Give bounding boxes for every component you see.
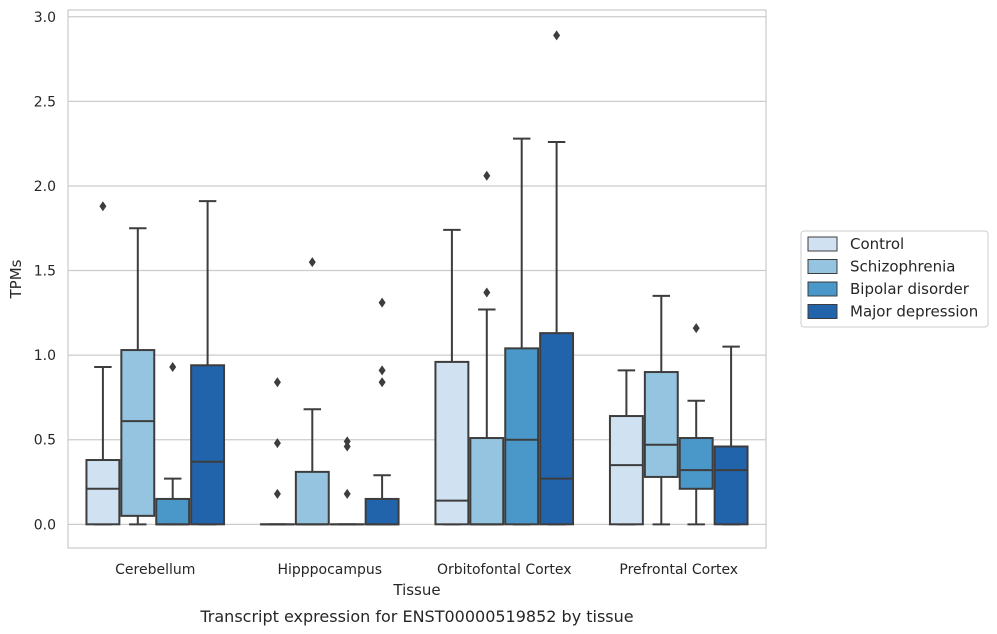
- y-tick-label: 2.0: [34, 179, 56, 195]
- outlier-point: [343, 488, 351, 499]
- box-body: [85, 459, 121, 526]
- outlier-point: [343, 436, 351, 447]
- outlier-point: [378, 297, 386, 308]
- box-body: [155, 497, 191, 526]
- x-tick-label: Prefrontal Cortex: [619, 562, 738, 578]
- box-body: [643, 371, 679, 478]
- legend-frame: [800, 230, 989, 328]
- y-tick-label: 1.5: [34, 264, 56, 280]
- box-body: [713, 445, 749, 526]
- box-0-0: [85, 201, 121, 526]
- box-body: [294, 470, 330, 526]
- legend-swatch: [807, 304, 838, 319]
- legend-label: Major depression: [850, 303, 978, 321]
- box-0-1: [120, 227, 156, 526]
- x-axis-label: Tissue: [392, 581, 440, 599]
- legend-swatch: [807, 236, 838, 252]
- y-tick-label: 3.0: [34, 10, 56, 26]
- outlier-point: [378, 377, 386, 388]
- y-axis-label: TPMs: [7, 259, 25, 299]
- grid-lines: [68, 16, 766, 525]
- box-3-3: [713, 345, 749, 526]
- legend-swatch: [807, 281, 838, 297]
- y-tick-label: 0.5: [34, 433, 56, 449]
- y-tick-label: 1.0: [34, 348, 56, 364]
- legend-label: Schizophrenia: [850, 258, 955, 276]
- legend: Control Schizophrenia Bipolar disorder Majo…: [800, 230, 989, 328]
- box-body: [120, 349, 156, 517]
- box-body: [469, 437, 505, 526]
- legend-label: Bipolar disorder: [850, 280, 970, 298]
- y-tick-label: 0.0: [34, 517, 56, 533]
- chart-caption: Transcript expression for ENST0000051985…: [199, 607, 633, 626]
- y-tick-label: 2.5: [34, 94, 56, 110]
- outlier-point: [273, 377, 281, 388]
- box-0-3: [190, 200, 226, 526]
- box-body: [539, 332, 575, 526]
- x-tick-label: Hipppocampus: [277, 562, 382, 578]
- box-2-1: [469, 170, 505, 526]
- plot-area: [85, 30, 749, 526]
- outlier-point: [343, 441, 351, 452]
- box-body: [678, 437, 714, 490]
- x-tick-label: Cerebellum: [115, 562, 195, 578]
- outlier-point: [308, 257, 316, 268]
- box-2-0: [434, 228, 470, 526]
- outlier-point: [378, 365, 386, 376]
- box-2-2: [504, 137, 540, 526]
- box-3-2: [678, 323, 714, 526]
- box-1-1: [294, 257, 330, 526]
- box-2-3: [539, 30, 575, 526]
- box-1-0: [259, 377, 295, 526]
- box-1-2: [329, 436, 365, 526]
- outlier-point: [483, 287, 491, 298]
- box-0-2: [155, 361, 191, 526]
- outlier-point: [273, 438, 281, 449]
- box-body: [364, 497, 400, 526]
- box-3-1: [643, 294, 679, 526]
- box-body: [190, 364, 226, 526]
- x-tick-label: Orbitofontal Cortex: [437, 562, 572, 578]
- box-body: [608, 415, 644, 526]
- outlier-point: [169, 361, 177, 372]
- x-tick-labels: Cerebellum Hipppocampus Orbitofontal Corte…: [115, 562, 738, 578]
- legend-swatch: [807, 259, 838, 274]
- y-tick-labels: 0.0 0.5 1.0 1.5 2.0 2.5 3.0: [34, 10, 56, 534]
- box-body: [434, 360, 470, 526]
- outlier-point: [273, 488, 281, 499]
- outlier-point: [483, 170, 491, 181]
- legend-label: Control: [850, 235, 904, 253]
- box-body: [504, 347, 540, 526]
- box-1-3: [364, 297, 400, 526]
- outlier-point: [553, 30, 561, 41]
- outlier-point: [692, 323, 700, 334]
- outlier-point: [99, 201, 107, 212]
- plot-frame: [67, 9, 767, 549]
- box-3-0: [608, 369, 644, 526]
